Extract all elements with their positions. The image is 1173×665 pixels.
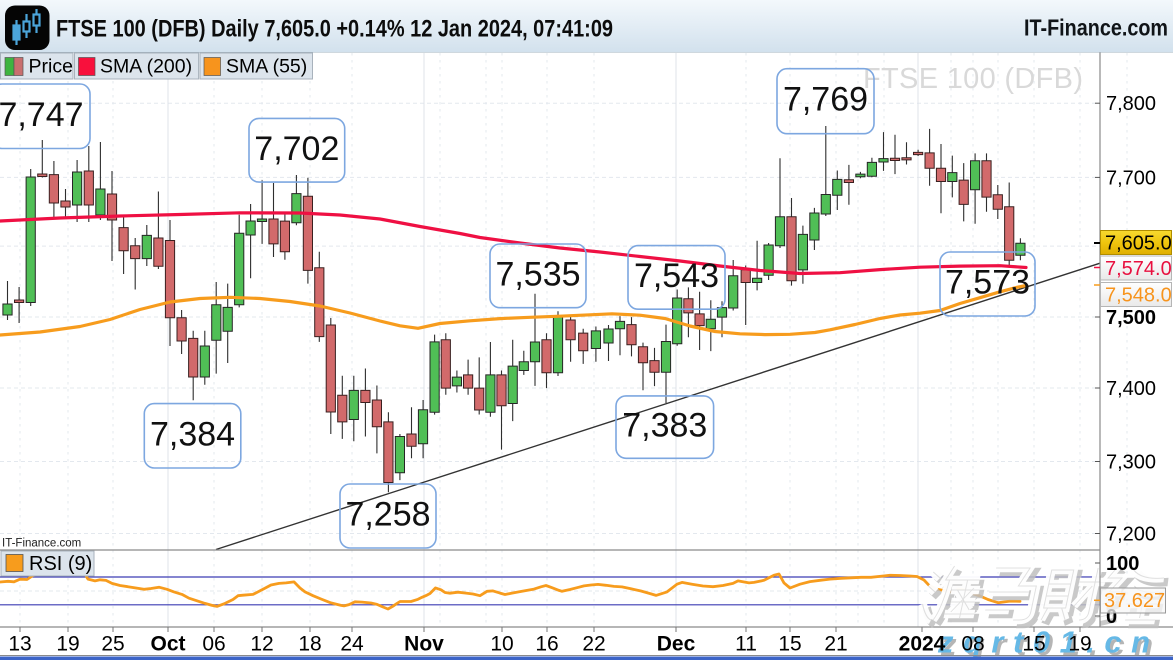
svg-text:zqrt01.cn: zqrt01.cn [940,627,1163,660]
svg-text:7,573: 7,573 [945,264,1030,302]
svg-text:7,574.0: 7,574.0 [1105,258,1172,280]
svg-text:7,200: 7,200 [1106,524,1156,546]
svg-text:7,548.0: 7,548.0 [1105,285,1172,307]
svg-text:7,747: 7,747 [0,96,84,134]
svg-text:08: 08 [961,633,984,656]
svg-text:Nov: Nov [404,633,444,656]
svg-text:2024: 2024 [899,633,946,656]
svg-text:19: 19 [56,633,79,656]
svg-text:Oct: Oct [150,633,185,656]
svg-text:13: 13 [8,633,31,656]
svg-text:06: 06 [202,633,225,656]
svg-text:SMA (55): SMA (55) [226,56,307,78]
svg-text:7,300: 7,300 [1106,452,1156,474]
svg-text:19: 19 [1068,633,1091,656]
svg-text:IT-Finance.com: IT-Finance.com [2,538,81,550]
svg-text:7,258: 7,258 [345,496,430,534]
svg-text:11: 11 [735,633,757,656]
svg-text:12: 12 [250,633,273,656]
svg-text:100: 100 [1106,553,1139,575]
svg-text:IT-Finance.com: IT-Finance.com [1024,15,1168,41]
svg-text:15: 15 [778,633,801,656]
svg-text:SMA (200): SMA (200) [100,56,192,78]
svg-text:7,383: 7,383 [622,407,707,445]
svg-text:25: 25 [101,633,124,656]
svg-text:24: 24 [340,633,364,656]
svg-text:Price: Price [29,56,73,78]
svg-text:21: 21 [824,633,847,656]
svg-text:7,700: 7,700 [1106,167,1156,189]
svg-text:Dec: Dec [657,633,696,656]
svg-text:7,543: 7,543 [634,257,719,295]
svg-text:0: 0 [1106,606,1117,628]
svg-text:7,400: 7,400 [1106,378,1156,400]
svg-text:16: 16 [535,633,558,656]
svg-text:7,702: 7,702 [254,130,339,168]
svg-text:7,500: 7,500 [1106,307,1156,329]
svg-text:FTSE 100 (DFB) Daily 7,605.0 +: FTSE 100 (DFB) Daily 7,605.0 +0.14% 12 J… [56,16,613,43]
svg-text:7,605.0: 7,605.0 [1105,233,1172,255]
svg-text:15: 15 [1022,633,1045,656]
svg-text:7,800: 7,800 [1106,93,1156,115]
svg-text:22: 22 [582,633,605,656]
svg-text:7,535: 7,535 [495,255,580,293]
svg-text:37.627: 37.627 [1104,590,1165,612]
svg-text:10: 10 [490,633,513,656]
svg-text:18: 18 [298,633,321,656]
svg-text:7,769: 7,769 [783,81,868,119]
svg-text:RSI (9): RSI (9) [29,553,92,575]
svg-text:7,384: 7,384 [150,415,235,453]
svg-text:FTSE 100 (DFB): FTSE 100 (DFB) [863,63,1083,95]
